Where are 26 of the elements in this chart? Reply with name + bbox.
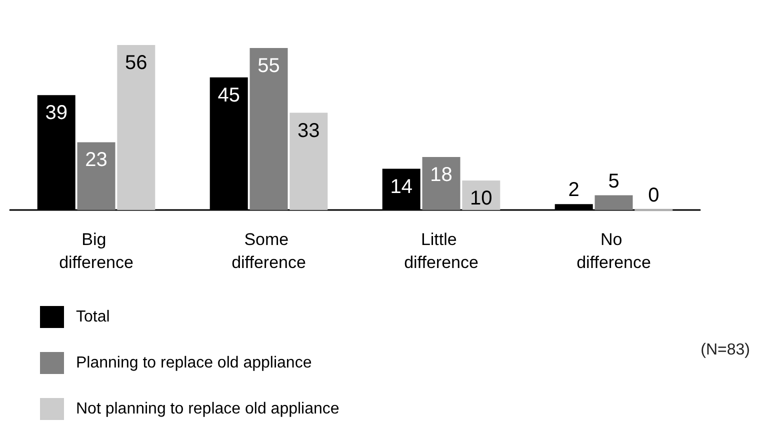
legend-label: Not planning to replace old appliance [76,400,340,418]
bar [77,142,116,210]
data-label: 56 [125,52,148,74]
data-label: 45 [218,84,240,106]
data-label: 2 [568,179,580,202]
data-label: 10 [470,188,492,210]
bar [290,112,328,210]
data-label: 55 [258,54,280,77]
bar [422,156,460,210]
bar [117,45,156,210]
bar [250,48,288,210]
x-tick-label: Some difference [232,230,306,272]
legend-label: Planning to replace old appliance [76,354,312,372]
text: (N=83) [700,342,750,358]
x-tick-label: Little difference [404,230,478,272]
data-label: 0 [648,184,660,206]
data-label: 33 [298,120,320,142]
x-tick-label: Big difference [59,230,134,272]
data-label: 14 [390,176,412,198]
x-tick-label: No difference [576,230,651,272]
data-label: 23 [85,149,108,172]
bar [594,195,633,210]
data-label: 5 [608,170,620,192]
data-label: 18 [430,164,452,186]
data-label: 39 [45,102,68,124]
legend-label: Total [76,308,110,326]
